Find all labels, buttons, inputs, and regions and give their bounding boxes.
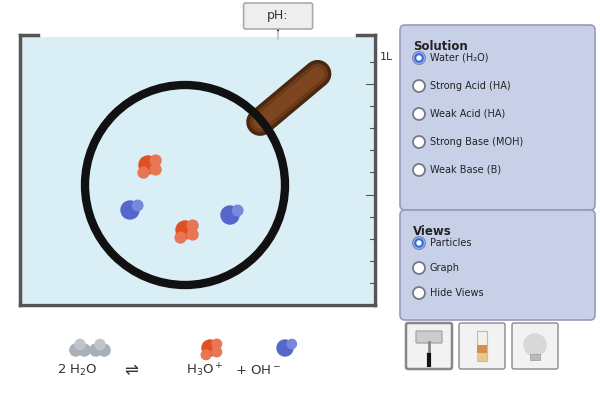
Circle shape bbox=[413, 262, 425, 274]
Text: Solution: Solution bbox=[413, 40, 468, 53]
FancyBboxPatch shape bbox=[22, 37, 373, 303]
Circle shape bbox=[150, 155, 161, 166]
FancyBboxPatch shape bbox=[477, 345, 487, 353]
Circle shape bbox=[413, 164, 425, 176]
Text: H$_3$O$^+$: H$_3$O$^+$ bbox=[186, 361, 224, 379]
Circle shape bbox=[212, 347, 221, 357]
Circle shape bbox=[524, 334, 546, 356]
Circle shape bbox=[85, 85, 285, 285]
FancyBboxPatch shape bbox=[459, 323, 505, 369]
Circle shape bbox=[415, 239, 423, 247]
Circle shape bbox=[90, 344, 102, 356]
Circle shape bbox=[75, 340, 85, 350]
Circle shape bbox=[413, 80, 425, 92]
Text: Particles: Particles bbox=[430, 238, 472, 248]
Circle shape bbox=[232, 205, 243, 216]
Circle shape bbox=[98, 344, 110, 356]
FancyBboxPatch shape bbox=[530, 354, 540, 360]
Circle shape bbox=[176, 221, 194, 239]
Text: 1L: 1L bbox=[380, 52, 393, 62]
Text: Views: Views bbox=[413, 225, 452, 238]
Circle shape bbox=[175, 232, 186, 243]
Circle shape bbox=[413, 52, 425, 64]
Circle shape bbox=[201, 350, 211, 360]
FancyBboxPatch shape bbox=[400, 210, 595, 320]
Text: Weak Base (B): Weak Base (B) bbox=[430, 165, 501, 175]
Circle shape bbox=[70, 344, 82, 356]
Circle shape bbox=[415, 54, 423, 62]
Text: + OH$^-$: + OH$^-$ bbox=[235, 364, 281, 376]
FancyBboxPatch shape bbox=[477, 353, 487, 361]
Polygon shape bbox=[274, 19, 282, 31]
Circle shape bbox=[138, 167, 149, 178]
Text: Hide Views: Hide Views bbox=[430, 288, 484, 298]
Circle shape bbox=[187, 229, 198, 240]
Circle shape bbox=[202, 340, 218, 356]
Circle shape bbox=[413, 237, 425, 249]
FancyBboxPatch shape bbox=[512, 323, 558, 369]
Circle shape bbox=[413, 238, 425, 248]
FancyBboxPatch shape bbox=[400, 25, 595, 210]
Circle shape bbox=[187, 220, 198, 231]
Circle shape bbox=[277, 340, 293, 356]
Text: Water (H₂O): Water (H₂O) bbox=[430, 53, 488, 63]
Circle shape bbox=[150, 164, 161, 175]
Circle shape bbox=[413, 52, 425, 64]
Circle shape bbox=[413, 287, 425, 299]
Circle shape bbox=[221, 206, 239, 224]
Text: 2 H$_2$O: 2 H$_2$O bbox=[56, 362, 97, 378]
Circle shape bbox=[95, 340, 105, 350]
FancyBboxPatch shape bbox=[244, 3, 313, 29]
Text: $\rightleftharpoons$: $\rightleftharpoons$ bbox=[121, 361, 139, 379]
Text: Graph: Graph bbox=[430, 263, 460, 273]
Circle shape bbox=[139, 156, 157, 174]
Circle shape bbox=[133, 200, 143, 211]
Text: Strong Acid (HA): Strong Acid (HA) bbox=[430, 81, 511, 91]
Text: Strong Base (MOH): Strong Base (MOH) bbox=[430, 137, 523, 147]
Text: pH:: pH: bbox=[268, 10, 289, 22]
Circle shape bbox=[413, 108, 425, 120]
Circle shape bbox=[417, 241, 421, 245]
FancyBboxPatch shape bbox=[406, 323, 452, 369]
Text: Weak Acid (HA): Weak Acid (HA) bbox=[430, 109, 505, 119]
Circle shape bbox=[78, 344, 90, 356]
Circle shape bbox=[212, 339, 221, 349]
Circle shape bbox=[413, 136, 425, 148]
Circle shape bbox=[417, 56, 421, 60]
FancyBboxPatch shape bbox=[416, 331, 442, 343]
Circle shape bbox=[121, 201, 139, 219]
FancyBboxPatch shape bbox=[477, 331, 487, 361]
Circle shape bbox=[287, 339, 296, 349]
